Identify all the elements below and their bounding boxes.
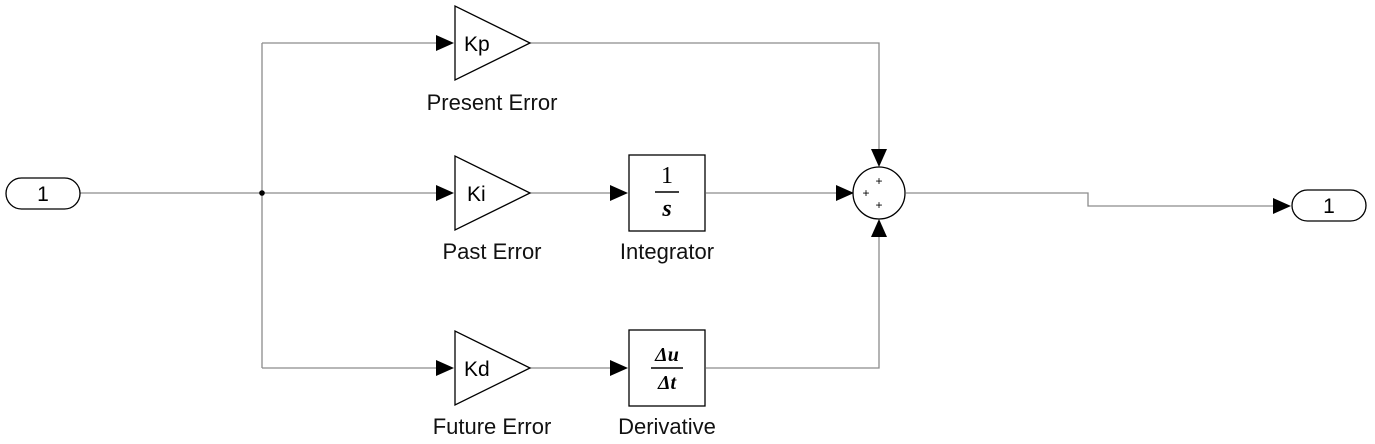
- sum-block[interactable]: + + +: [852, 166, 906, 220]
- sum-sign-left: +: [862, 186, 869, 200]
- arrow-into-sum-left: [836, 185, 854, 201]
- signal-lines: [80, 42, 1275, 369]
- arrow-into-kd: [436, 360, 454, 376]
- wire-kp-to-sum: [530, 42, 880, 152]
- inport-block[interactable]: 1: [5, 177, 81, 210]
- sum-sign-top: +: [875, 174, 882, 188]
- gain-ki-caption: Past Error: [442, 239, 541, 264]
- gain-kd-block[interactable]: Kd: [454, 329, 532, 407]
- derivative-numerator: Δu: [654, 344, 679, 366]
- outport-label: 1: [1323, 195, 1335, 218]
- gain-kp-block[interactable]: Kp: [454, 4, 532, 82]
- arrow-into-integrator: [610, 185, 628, 201]
- gain-ki-text: Ki: [467, 183, 486, 206]
- derivative-block[interactable]: Δu Δt: [628, 329, 706, 407]
- arrowheads: [436, 35, 1291, 376]
- wire-sum-to-outport: [906, 192, 1275, 207]
- arrow-into-sum-bottom: [871, 219, 887, 237]
- integrator-caption: Integrator: [620, 239, 714, 264]
- gain-ki-block[interactable]: Ki: [454, 154, 532, 232]
- branch-point: [259, 190, 265, 196]
- integrator-block[interactable]: 1 s: [628, 154, 706, 232]
- derivative-denominator: Δt: [657, 372, 678, 394]
- gain-kd-text: Kd: [464, 358, 490, 381]
- sum-sign-bottom: +: [875, 198, 882, 212]
- gain-kp-caption: Present Error: [427, 90, 558, 115]
- arrow-into-ki: [436, 185, 454, 201]
- wire-derivative-to-sum: [706, 234, 880, 369]
- arrow-into-sum-top: [871, 149, 887, 167]
- gain-kd-caption: Future Error: [433, 414, 552, 439]
- arrow-into-kp: [436, 35, 454, 51]
- outport-block[interactable]: 1: [1291, 189, 1367, 222]
- gain-kp-text: Kp: [464, 33, 490, 56]
- arrow-into-derivative: [610, 360, 628, 376]
- integrator-numerator: 1: [661, 163, 673, 189]
- arrow-into-outport: [1273, 198, 1291, 214]
- integrator-denominator: s: [661, 196, 671, 222]
- inport-label: 1: [37, 183, 49, 206]
- derivative-caption: Derivative: [618, 414, 716, 439]
